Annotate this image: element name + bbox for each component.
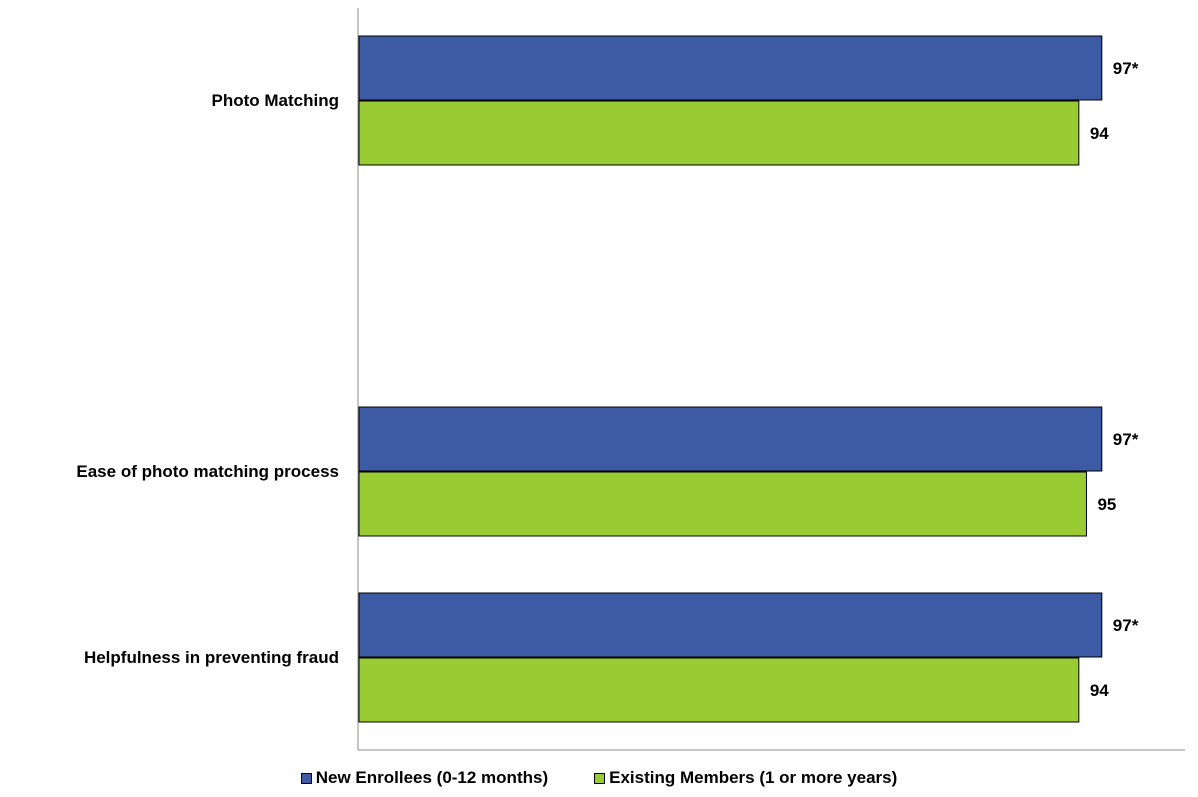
data-label: 97* xyxy=(1113,59,1139,78)
category-label: Photo Matching xyxy=(212,91,339,110)
bar-existing-members xyxy=(358,100,1080,166)
legend-label-existing-members: Existing Members (1 or more years) xyxy=(609,768,898,787)
data-label: 95 xyxy=(1097,495,1116,514)
legend-item-existing-members: Existing Members (1 or more years) xyxy=(594,768,897,788)
legend-swatch-existing-members xyxy=(594,772,606,784)
chart-legend: New Enrollees (0-12 months) Existing Mem… xyxy=(0,768,1198,788)
category-label: Helpfulness in preventing fraud xyxy=(84,648,339,667)
bar-new-enrollees xyxy=(358,406,1103,472)
bar-existing-members xyxy=(358,471,1087,537)
bar-new-enrollees xyxy=(358,592,1103,658)
bar-existing-members xyxy=(358,657,1080,723)
data-label: 97* xyxy=(1113,616,1139,635)
legend-label-new-enrollees: New Enrollees (0-12 months) xyxy=(315,768,549,787)
category-label: Ease of photo matching process xyxy=(76,462,339,481)
legend-swatch-new-enrollees xyxy=(300,772,312,784)
data-label: 97* xyxy=(1113,430,1139,449)
bar-new-enrollees xyxy=(358,35,1103,101)
legend-item-new-enrollees: New Enrollees (0-12 months) xyxy=(300,768,549,788)
data-label: 94 xyxy=(1090,124,1109,143)
data-label: 94 xyxy=(1090,681,1109,700)
bar-chart: Photo Matching 97* 94 Ease of photo matchin… xyxy=(76,8,1185,751)
